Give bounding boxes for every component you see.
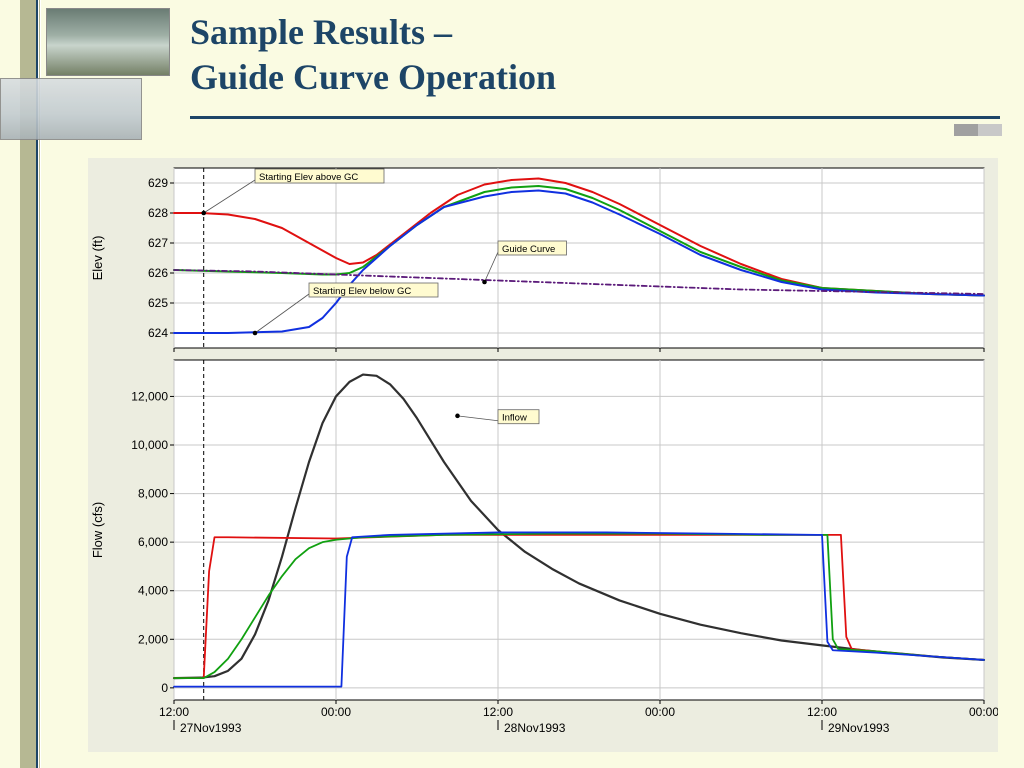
svg-text:6,000: 6,000 <box>138 535 168 549</box>
svg-text:628: 628 <box>148 206 168 220</box>
svg-text:Starting Elev above GC: Starting Elev above GC <box>259 172 358 183</box>
svg-text:0: 0 <box>161 681 168 695</box>
svg-text:12:00: 12:00 <box>483 705 513 719</box>
svg-text:Inflow: Inflow <box>502 413 527 424</box>
svg-text:627: 627 <box>148 236 168 250</box>
elevation-chart: 624 625 626 627 628 629 Elev (ft) Starting Elev… <box>88 158 998 354</box>
chart-panel: 624 625 626 627 628 629 Elev (ft) Starting Elev… <box>88 158 998 752</box>
svg-text:Starting Elev below GC: Starting Elev below GC <box>313 286 411 297</box>
thumbnail-image-2 <box>0 78 142 140</box>
svg-text:624: 624 <box>148 326 168 340</box>
slide-title: Sample Results – Guide Curve Operation <box>190 10 556 100</box>
svg-text:27Nov1993: 27Nov1993 <box>180 721 242 735</box>
svg-text:28Nov1993: 28Nov1993 <box>504 721 566 735</box>
svg-text:00:00: 00:00 <box>321 705 351 719</box>
svg-text:8,000: 8,000 <box>138 487 168 501</box>
svg-text:10,000: 10,000 <box>131 438 168 452</box>
svg-text:625: 625 <box>148 296 168 310</box>
flow-chart: 0 2,000 4,000 6,000 8,000 10,000 12,000 Flow (c… <box>88 354 998 752</box>
svg-text:4,000: 4,000 <box>138 584 168 598</box>
svg-text:2,000: 2,000 <box>138 632 168 646</box>
svg-text:00:00: 00:00 <box>645 705 675 719</box>
svg-text:12:00: 12:00 <box>807 705 837 719</box>
svg-text:00:00: 00:00 <box>969 705 998 719</box>
title-line-1: Sample Results – <box>190 10 556 55</box>
thumbnail-image-1 <box>46 8 170 76</box>
svg-text:29Nov1993: 29Nov1993 <box>828 721 890 735</box>
svg-text:12:00: 12:00 <box>159 705 189 719</box>
svg-text:629: 629 <box>148 176 168 190</box>
svg-text:Elev (ft): Elev (ft) <box>90 236 105 281</box>
svg-text:626: 626 <box>148 266 168 280</box>
svg-text:Flow (cfs): Flow (cfs) <box>90 502 105 558</box>
svg-text:12,000: 12,000 <box>131 389 168 403</box>
svg-text:Guide Curve: Guide Curve <box>502 244 555 255</box>
title-accent <box>954 124 1002 136</box>
title-underline <box>190 116 1000 119</box>
title-line-2: Guide Curve Operation <box>190 55 556 100</box>
